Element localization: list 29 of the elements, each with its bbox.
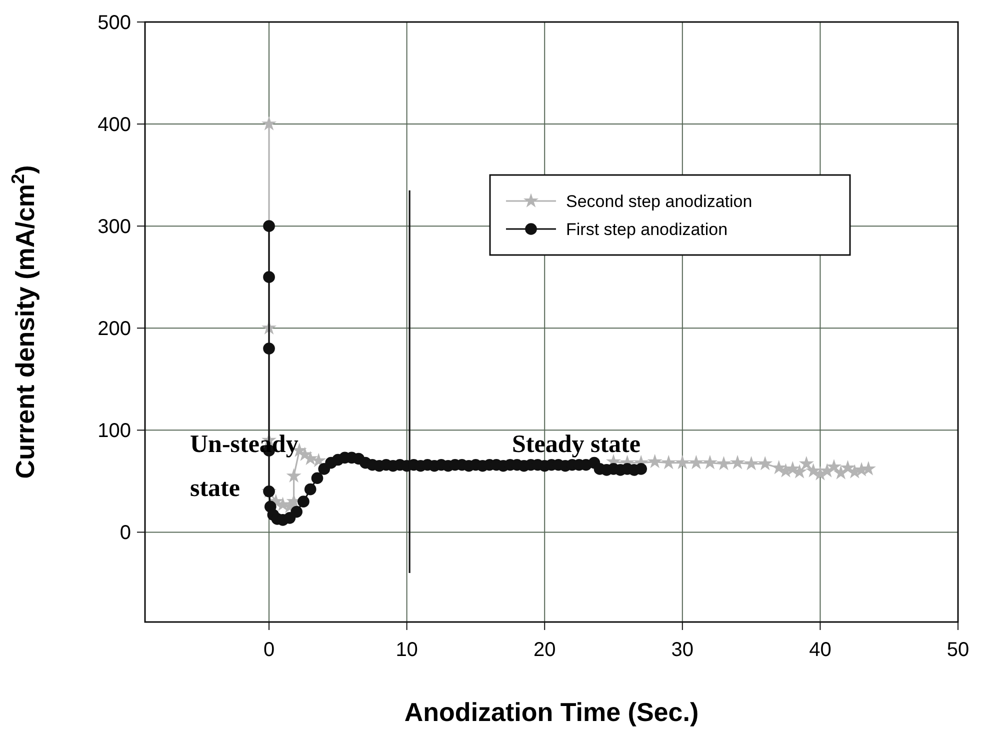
y-tick-label: 500 bbox=[98, 12, 131, 34]
y-tick-label: 400 bbox=[98, 114, 131, 136]
point bbox=[647, 454, 662, 468]
y-tick-label: 200 bbox=[98, 318, 131, 340]
y-tick-label: 100 bbox=[98, 420, 131, 442]
x-tick-label: 20 bbox=[533, 639, 556, 661]
point bbox=[262, 116, 277, 130]
legend-label: First step anodization bbox=[566, 220, 728, 239]
point bbox=[674, 454, 690, 470]
point bbox=[826, 459, 842, 474]
point bbox=[286, 468, 302, 482]
point bbox=[688, 454, 704, 470]
x-tick-label: 0 bbox=[263, 639, 275, 661]
y-tick-label: 300 bbox=[98, 216, 131, 238]
point bbox=[661, 454, 676, 470]
point bbox=[758, 456, 773, 470]
x-axis-title: Anodization Time (Sec.) bbox=[404, 697, 699, 727]
x-tick-label: 40 bbox=[809, 639, 832, 661]
x-tick-label: 50 bbox=[946, 639, 970, 661]
y-tick-label: 0 bbox=[120, 522, 131, 544]
x-tick-label: 30 bbox=[671, 639, 694, 661]
point bbox=[302, 450, 318, 466]
point bbox=[716, 456, 732, 470]
point bbox=[744, 456, 759, 470]
point bbox=[702, 454, 718, 470]
point bbox=[730, 454, 746, 470]
x-tick-label: 10 bbox=[396, 639, 418, 661]
point bbox=[798, 456, 814, 470]
legend-label: Second step anodization bbox=[566, 192, 752, 211]
